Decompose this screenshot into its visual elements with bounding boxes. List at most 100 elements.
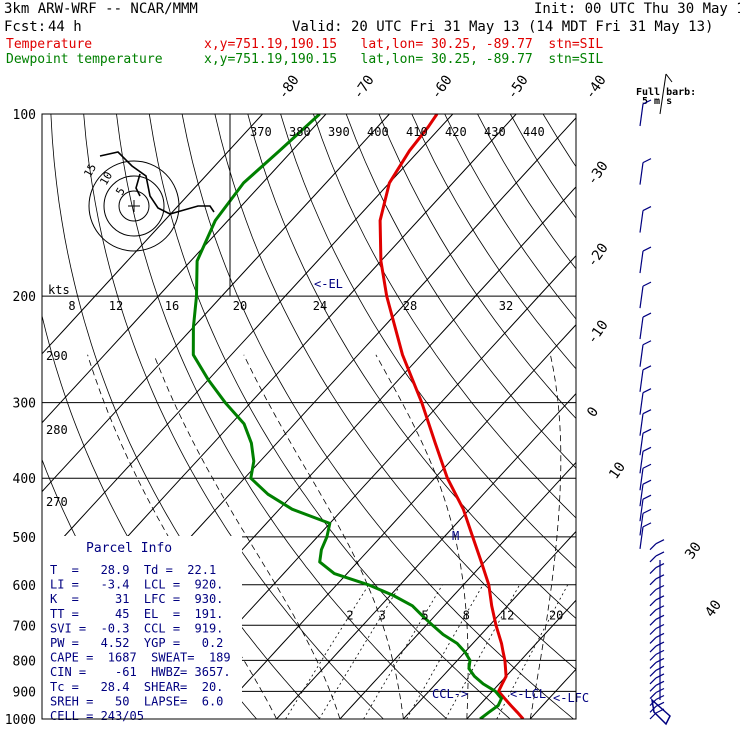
temperature-tick-label: -30 xyxy=(584,158,612,188)
wind-barb-flag xyxy=(642,479,652,485)
parcel-info-line: TT = 45 EL = 191. xyxy=(50,607,223,621)
theta-label: 400 xyxy=(367,125,389,139)
hodograph-speed-label: 32 xyxy=(499,299,513,313)
wind-barb xyxy=(649,645,657,653)
mixing-ratio-line xyxy=(285,584,370,719)
pressure-label-400: 400 xyxy=(13,472,36,487)
wind-barb-flag xyxy=(642,281,652,287)
wind-barb-flag xyxy=(642,388,652,394)
wind-barb xyxy=(639,499,644,522)
temperature-tick-label: -20 xyxy=(584,240,612,270)
theta-label: 280 xyxy=(46,423,68,437)
wind-barb xyxy=(639,392,644,415)
dry-adiabat xyxy=(411,114,576,370)
dry-adiabat xyxy=(313,114,576,519)
sounding-annotation: CCL-> xyxy=(432,687,468,701)
wind-barb-flag xyxy=(642,365,652,371)
wind-barb xyxy=(649,628,657,635)
wind-barb-flag xyxy=(642,99,652,105)
wind-barb xyxy=(639,513,644,536)
isotherm xyxy=(42,114,327,424)
hodograph-speed-label: 8 xyxy=(68,299,75,313)
dry-adiabat xyxy=(509,114,576,219)
wind-barb xyxy=(649,599,657,607)
temperature-legend-label: Temperature xyxy=(6,37,93,52)
parcel-info-line: SVI = -0.3 CCL = 919. xyxy=(50,621,223,635)
wind-barb xyxy=(639,369,644,392)
parcel-info-line: Tc = 28.4 SHEAR= 20. xyxy=(50,680,223,694)
wind-barb-flag xyxy=(642,508,652,514)
hodograph-ring-label: 5 xyxy=(113,185,128,197)
wind-barb xyxy=(649,589,657,596)
temperature-tick-label: 30 xyxy=(682,539,705,562)
parcel-info-line: CELL = 243/05 xyxy=(50,709,144,723)
wind-barb xyxy=(639,286,644,309)
dry-adiabat xyxy=(148,114,511,719)
wind-barb xyxy=(649,669,657,677)
isotherm xyxy=(42,114,454,562)
wind-barb-flag xyxy=(642,463,652,469)
forecast-label: Fcst: xyxy=(4,19,47,35)
dry-adiabat xyxy=(181,114,574,719)
wind-barb xyxy=(639,484,644,507)
mixing-ratio-line xyxy=(406,584,484,719)
wind-barb-flag xyxy=(642,522,652,528)
wind-barb xyxy=(639,162,644,185)
wind-barb-flag xyxy=(642,205,652,212)
valid-time: Valid: 20 UTC Fri 31 May 13 (14 MDT Fri … xyxy=(292,19,714,35)
dry-adiabat xyxy=(674,114,740,719)
wind-legend-units: 5 m s xyxy=(642,96,672,107)
wind-barb xyxy=(649,543,657,551)
wind-barb xyxy=(639,103,644,127)
hodograph-trace xyxy=(135,173,141,197)
moist-adiabat xyxy=(375,354,469,719)
theta-label: 440 xyxy=(523,125,545,139)
wind-barb xyxy=(649,567,657,575)
hodograph-ring xyxy=(88,160,180,252)
isotherm xyxy=(594,114,740,719)
temperature-tick-label: -40 xyxy=(582,72,610,102)
wind-barb xyxy=(649,636,657,644)
parcel-info-line: PW = 4.52 YGP = 0.2 xyxy=(50,636,223,650)
temperature-tick-label: -80 xyxy=(275,72,303,102)
pressure-label-700: 700 xyxy=(13,619,36,634)
wind-barb xyxy=(649,653,657,661)
parcel-info-title: Parcel Info xyxy=(86,541,172,556)
wind-barb-flag xyxy=(642,428,652,434)
wind-barb-flag xyxy=(642,446,652,452)
wind-barb-flag xyxy=(642,158,652,164)
wind-barb xyxy=(649,618,657,626)
sounding-annotation: <-EL xyxy=(314,277,343,291)
isotherm xyxy=(466,599,576,719)
parcel-info-line: SREH = 50 LAPSE= 6.0 xyxy=(50,694,223,708)
dry-adiabat xyxy=(378,114,576,420)
mixing-ratio-line xyxy=(363,584,443,719)
hodograph-ring xyxy=(118,190,150,222)
temperature-tick-label: 10 xyxy=(606,459,629,482)
wind-barb xyxy=(649,677,657,685)
wind-barb xyxy=(639,468,644,491)
isotherm xyxy=(339,461,576,719)
sounding-annotation: <-LFC xyxy=(553,691,589,705)
wind-barb-flag xyxy=(642,409,652,415)
dewpoint-location-info: x,y=751.19,190.15 lat,lon= 30.25, -89.77… xyxy=(204,52,604,67)
moist-adiabat xyxy=(243,354,404,719)
theta-label: 430 xyxy=(484,125,506,139)
wind-barb-flag xyxy=(642,494,652,500)
wind-barb xyxy=(639,344,644,367)
parcel-info-line: T = 28.9 Td = 22.1 xyxy=(50,563,216,577)
dewpoint-legend-label: Dewpoint temperature xyxy=(6,52,163,67)
pressure-label-600: 600 xyxy=(13,579,36,594)
wind-barb xyxy=(639,413,644,436)
temperature-tick-label: -60 xyxy=(428,72,456,102)
theta-label: 290 xyxy=(46,349,68,363)
wind-barb-flag xyxy=(642,312,652,318)
parcel-info-line: CAPE = 1687 SWEAT= 189 xyxy=(50,651,231,665)
wind-barb xyxy=(639,526,644,549)
dewpoint-profile-line xyxy=(191,114,503,719)
mixing-ratio-label: 12 xyxy=(500,608,514,622)
wind-barb-cluster xyxy=(650,698,671,726)
wind-barb xyxy=(649,609,657,617)
theta-label: 390 xyxy=(328,125,350,139)
